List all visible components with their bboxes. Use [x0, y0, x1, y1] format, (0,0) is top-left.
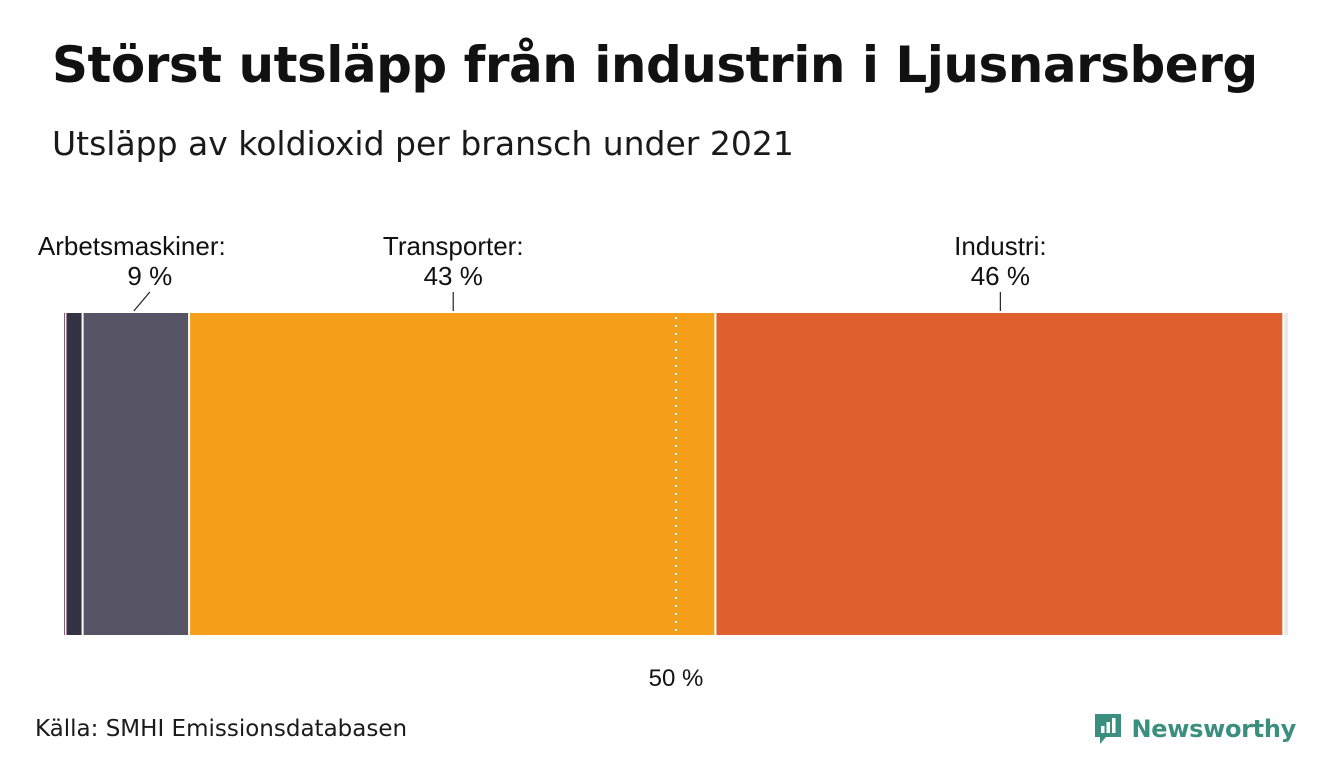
- segment-value-arbetsmaskiner: 9 %: [127, 261, 172, 291]
- chart-subtitle: Utsläpp av koldioxid per bransch under 2…: [52, 124, 794, 163]
- bar-segment-segment-0: [64, 313, 65, 635]
- bar-segment-segment-5: [1284, 313, 1288, 635]
- segment-label-industri: Industri:: [954, 231, 1047, 261]
- source-note: Källa: SMHI Emissionsdatabasen: [35, 716, 408, 742]
- brand-name: Newsworthy: [1131, 715, 1296, 743]
- bar-segment-arbetsmaskiner: [83, 313, 189, 635]
- bar-segment-transporter: [190, 313, 715, 635]
- reference-line-label: 50 %: [649, 665, 704, 692]
- bar-segment-segment-1: [66, 313, 82, 635]
- segment-label-transporter: Transporter:: [383, 231, 524, 261]
- newsworthy-logo-icon: [1095, 714, 1122, 744]
- chart-title: Störst utsläpp från industrin i Ljusnars…: [52, 36, 1258, 94]
- segment-value-industri: 46 %: [971, 261, 1030, 291]
- segment-label-arbetsmaskiner: Arbetsmaskiner:: [38, 231, 226, 261]
- bar-segment-industri: [716, 313, 1283, 635]
- leader-line-arbetsmaskiner: [133, 291, 151, 312]
- newsworthy-brand[interactable]: Newsworthy: [1093, 712, 1296, 746]
- segment-value-transporter: 43 %: [424, 261, 483, 291]
